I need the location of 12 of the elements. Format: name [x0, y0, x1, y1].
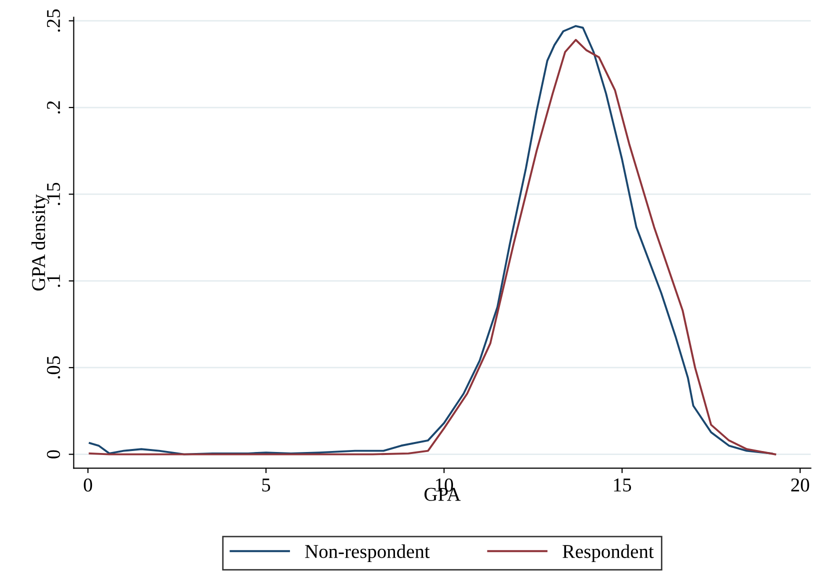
y-tick-label: .05 [46, 356, 60, 378]
x-tick-label: 5 [262, 478, 270, 492]
legend-label: Respondent [562, 544, 654, 562]
y-tick-label: .1 [47, 274, 60, 287]
x-tick-label: 20 [791, 478, 810, 492]
x-tick-label: 0 [84, 478, 92, 492]
y-tick-label: .25 [46, 9, 60, 32]
y-tick-label: .2 [46, 101, 60, 114]
legend-label: Non-respondent [305, 544, 430, 562]
x-tick-label: 15 [614, 478, 632, 492]
y-tick-label: 0 [46, 450, 60, 458]
y-tick-label: .15 [47, 182, 60, 206]
